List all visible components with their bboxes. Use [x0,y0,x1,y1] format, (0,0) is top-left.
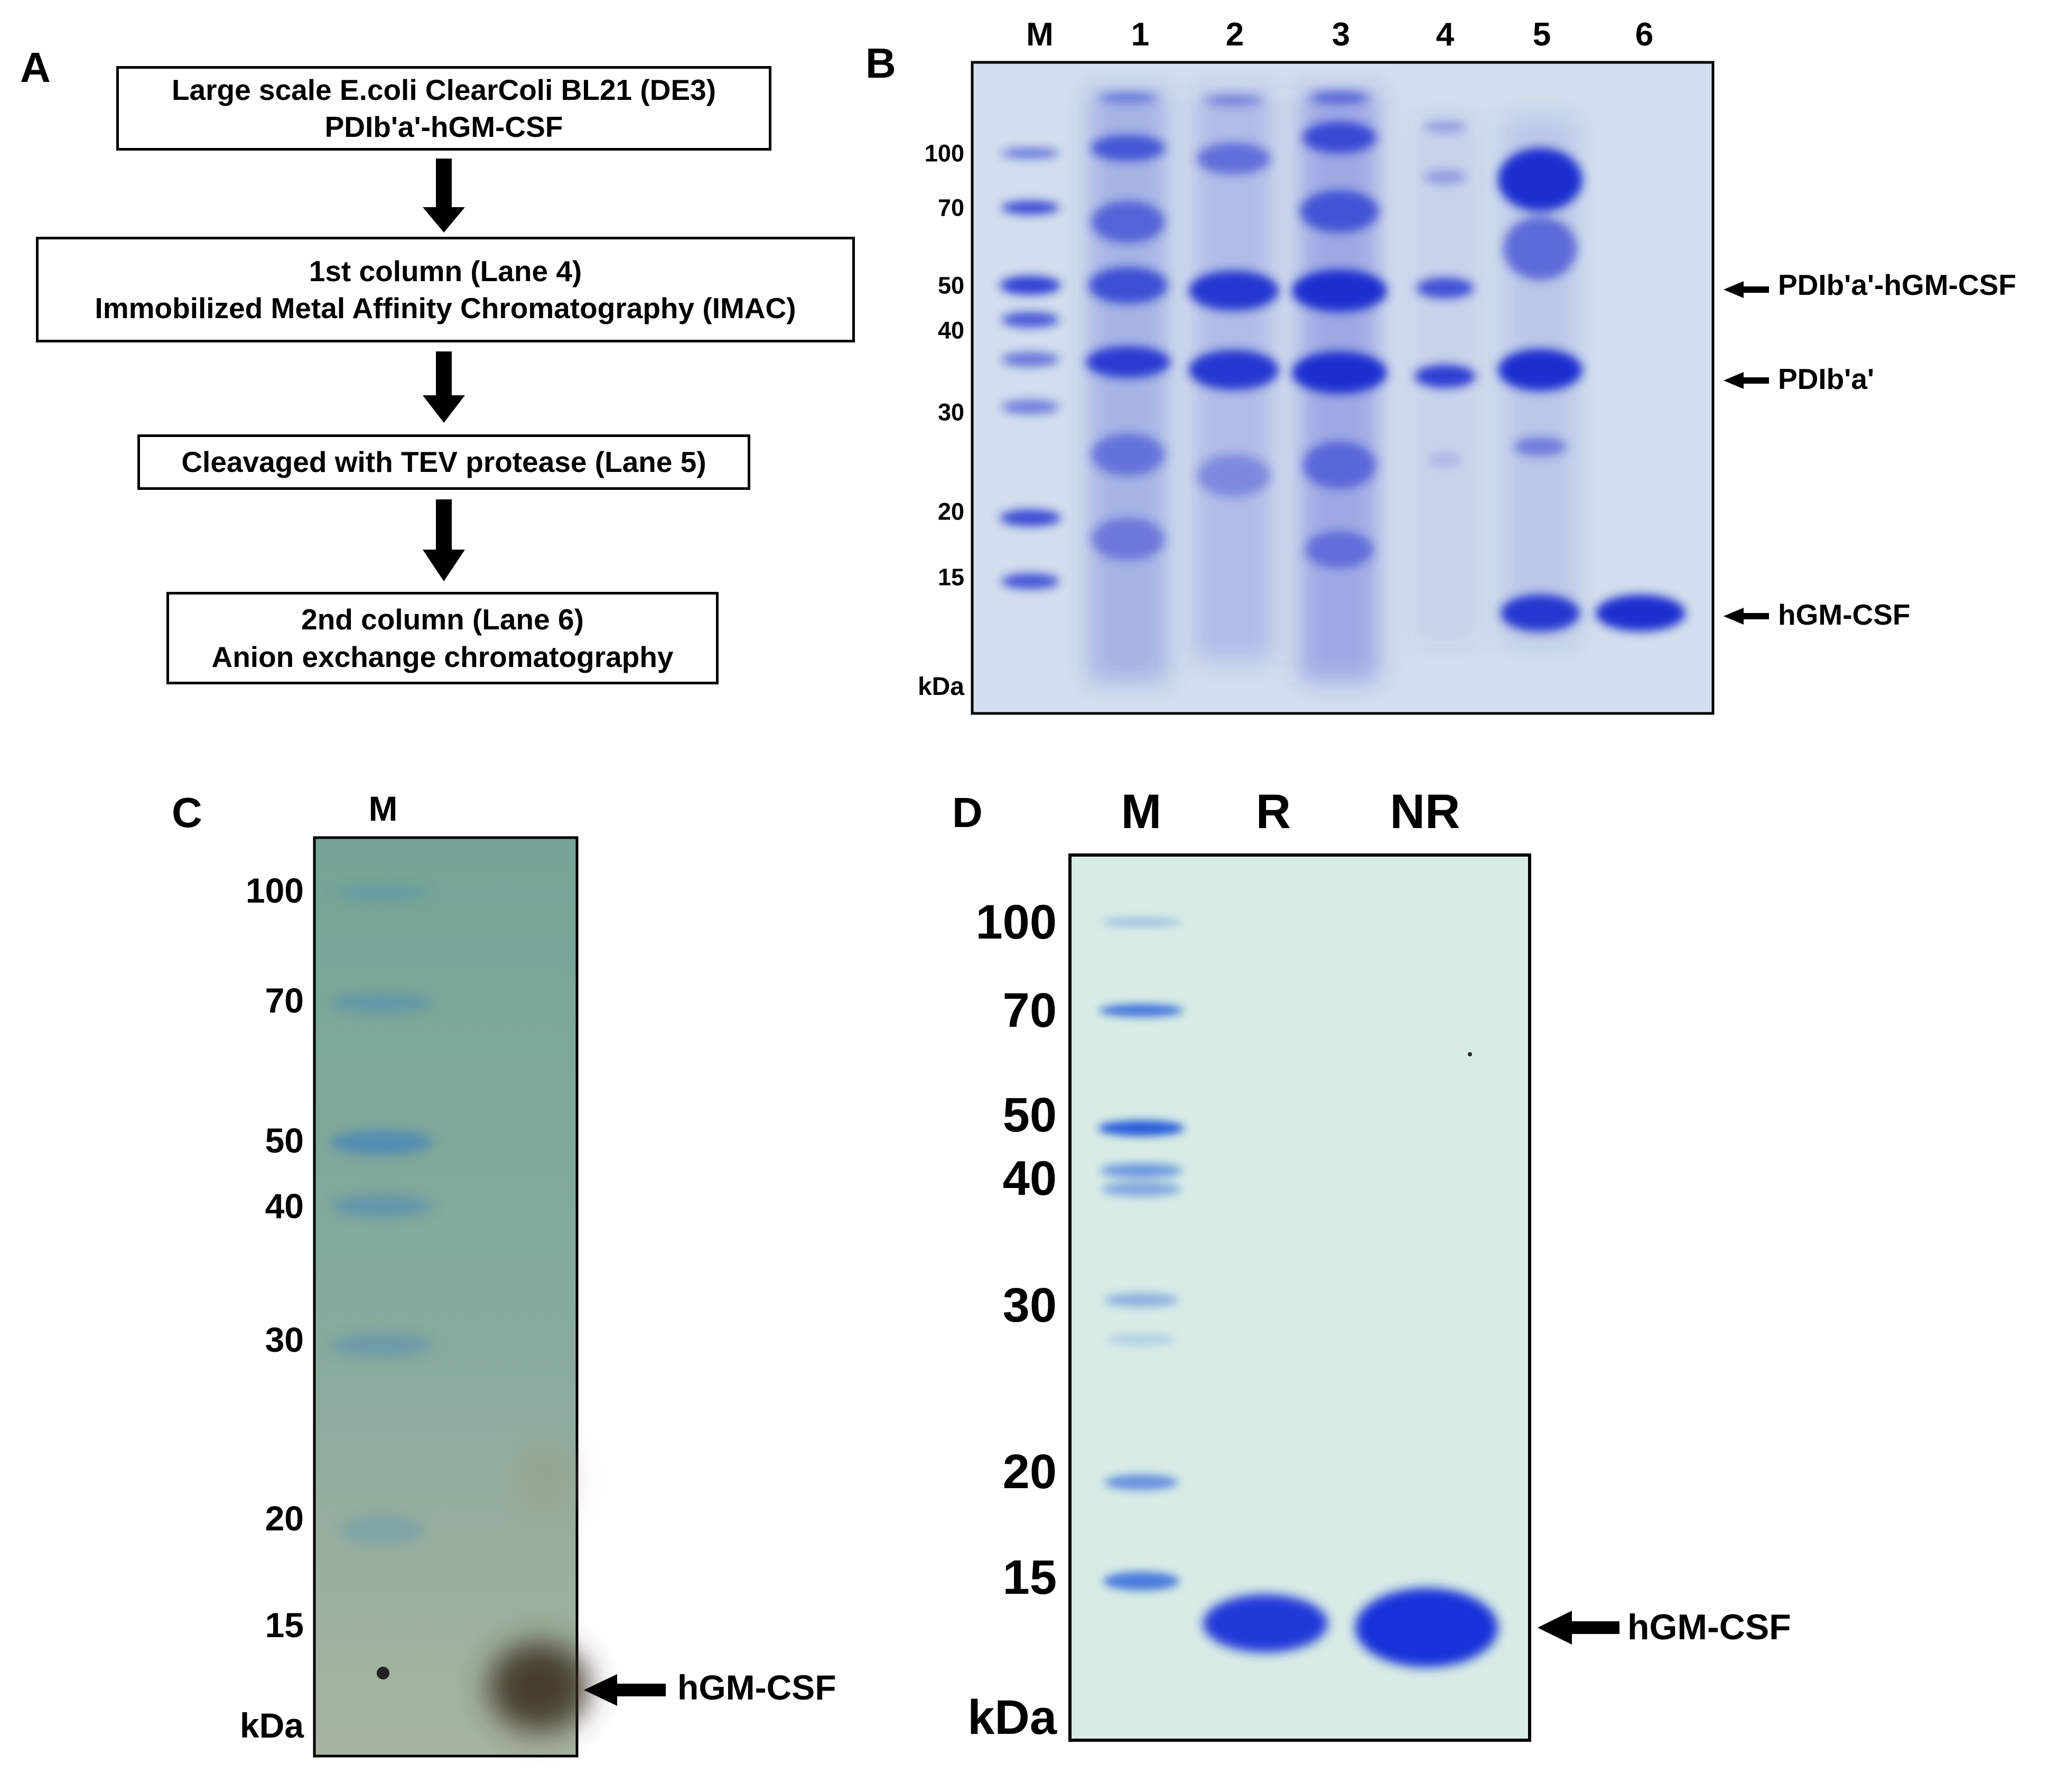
gel-c-marker-100: 100 [245,871,304,910]
panel-a-letter: A [20,44,51,91]
gel-d-marker-15: 15 [1002,1550,1057,1604]
gel-d-label-hgm-csf: hGM-CSF [1627,1607,1791,1647]
flow-arrow-3 [423,499,465,581]
gel-b-unit: kDa [917,673,964,701]
gel-c-marker-15: 15 [265,1605,304,1645]
gel-b-lane-m: M [1026,16,1054,53]
gel-b-label-pdi: PDIb'a' [1778,363,1875,395]
gel-c-marker-bands [330,888,433,1545]
arrow-hgm-csf-b [1724,608,1769,625]
gel-b-lane-5: 5 [1532,16,1551,53]
gel-c-marker-40: 40 [265,1186,304,1225]
gel-b-arrows [1724,281,1769,625]
gel-d-marker-bands [1098,918,1185,1591]
gel-b-marker-30: 30 [937,398,964,426]
gel-c-unit: kDa [239,1706,304,1745]
gel-b-marker-50: 50 [937,272,964,299]
gel-c-frame [313,836,579,1758]
gel-d-marker-30: 30 [1002,1278,1057,1332]
flow-step-1-line1: Large scale E.coli ClearColi BL21 (DE3) [171,73,716,106]
gel-c-sample-band [377,1443,589,1732]
arrow-pdi [1724,372,1769,389]
gel-b-lane-6: 6 [1635,16,1654,53]
gel-c-marker-70: 70 [265,981,304,1020]
flow-step-4: 2nd column (Lane 6) Anion exchange chrom… [166,592,719,684]
gel-d-marker-50: 50 [1002,1088,1057,1142]
gel-b-marker-15: 15 [937,563,964,591]
gel-c-speck [377,1667,389,1679]
gel-d-lane-m: M [1121,785,1162,839]
gel-d-speck [1468,1052,1472,1056]
gel-d-arrow [1538,1611,1619,1645]
flow-arrow-1 [423,159,465,233]
flow-step-2: 1st column (Lane 4) Immobilized Metal Af… [36,237,855,342]
gel-d-unit: kDa [967,1691,1057,1744]
gel-b-lane-2: 2 [1225,16,1244,53]
gel-d-marker-70: 70 [1002,983,1057,1037]
gel-d-lane-r: R [1255,785,1291,839]
gel-b-marker-40: 40 [937,317,964,344]
gel-d-band-r [1203,1594,1328,1652]
gel-b-lane-3: 3 [1331,16,1351,53]
gel-d-sample-bands [1203,1588,1498,1667]
gel-b-marker-20: 20 [937,498,964,525]
gel-c-marker-50: 50 [265,1121,304,1160]
flow-step-1: Large scale E.coli ClearColi BL21 (DE3) … [116,66,771,151]
gel-b-lane-1: 1 [1131,16,1150,53]
gel-b-lane-4: 4 [1436,16,1455,53]
panel-d-letter: D [952,789,983,836]
flow-step-4-line1: 2nd column (Lane 6) [301,603,584,636]
gel-c-marker-30: 30 [265,1320,304,1359]
flow-step-3: Cleavaged with TEV protease (Lane 5) [137,434,750,490]
flow-step-1-line2: PDIb'a'-hGM-CSF [324,110,563,143]
gel-b-sample-bands [1086,91,1685,632]
flow-step-2-line2: Immobilized Metal Affinity Chromatograph… [95,292,796,324]
gel-d-lane-nr: NR [1390,785,1460,839]
panel-b-letter: B [865,40,896,87]
gel-c-marker-20: 20 [265,1499,304,1538]
gel-b-label-pdi-hgm-csf: PDIb'a'-hGM-CSF [1778,268,2016,301]
gel-c-arrow [584,1674,666,1706]
flow-arrow-2 [423,351,465,423]
flow-step-4-line2: Anion exchange chromatography [211,640,674,673]
gel-d-marker-40: 40 [1002,1152,1057,1205]
gel-c-label-hgm-csf: hGM-CSF [677,1668,836,1707]
gel-b-marker-bands [1000,148,1061,589]
gel-d-band-nr [1355,1588,1498,1667]
panel-c-letter: C [172,789,202,836]
flow-step-3-line1: Cleavaged with TEV protease (Lane 5) [181,445,706,479]
gel-d-marker-20: 20 [1002,1445,1057,1499]
gel-c-lane-m: M [368,789,398,828]
gel-b-marker-70: 70 [937,194,964,221]
gel-b-label-hgm-csf: hGM-CSF [1778,598,1911,631]
flow-step-2-line1: 1st column (Lane 4) [309,254,582,287]
arrow-pdi-hgm-csf [1724,281,1769,298]
gel-b-marker-100: 100 [924,140,964,167]
gel-d-marker-100: 100 [975,895,1057,949]
